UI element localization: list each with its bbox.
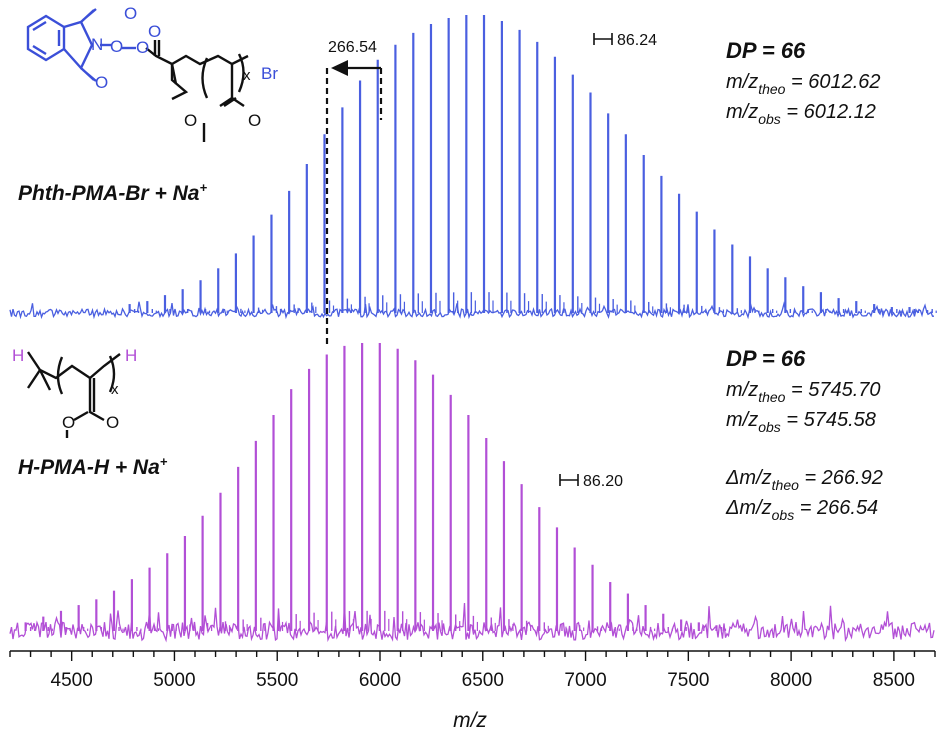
structure-oxygen-label: O — [148, 22, 161, 41]
shift-value-label: 266.54 — [328, 39, 377, 56]
structure-repeat-index: x — [111, 381, 119, 398]
x-tick-label: 8500 — [873, 670, 915, 691]
x-tick-label: 7000 — [564, 670, 606, 691]
bottom-spectrum-peaks — [24, 343, 727, 631]
structure-hydrogen-label: H — [12, 346, 24, 365]
x-tick-label: 6500 — [462, 670, 504, 691]
top-compound-label: Phth-PMA-Br + Na+ — [18, 180, 207, 205]
bottom-dp-label: DP = 66 — [726, 346, 806, 371]
structure-oxygen-label: O — [136, 38, 149, 57]
bottom-spectrum-baseline — [9, 602, 935, 643]
structure-repeat-index: x — [243, 67, 251, 84]
x-tick-label: 8000 — [770, 670, 812, 691]
structure-oxygen-label: O — [184, 111, 197, 130]
baseline-noise — [9, 602, 935, 643]
shift-arrow-head — [331, 60, 348, 76]
x-tick-label: 5500 — [256, 670, 298, 691]
structure-oxygen-label: O — [124, 4, 137, 23]
structure-hydrogen-label: H — [125, 346, 137, 365]
structure-oxygen-label: O — [106, 413, 119, 432]
x-tick-label: 5000 — [153, 670, 195, 691]
structure-oxygen-label: O — [62, 413, 75, 432]
x-axis-ticks — [9, 651, 936, 661]
structure-oxygen-label: O — [95, 73, 108, 92]
x-axis-tick-labels: 4500 5000 5500 6000 6500 7000 7500 8000 8500 — [51, 670, 916, 691]
top-mz-obs-label: m/zobs = 6012.12 — [726, 101, 876, 127]
baseline-noise — [9, 301, 934, 320]
delta-mz-theo-label: Δm/ztheo = 266.92 — [725, 467, 883, 493]
x-tick-label: 4500 — [51, 670, 93, 691]
h-pma-h-structure — [27, 351, 121, 438]
bottom-spacing-label: 86.20 — [583, 473, 623, 490]
bottom-spacing-scale-bar — [559, 474, 579, 486]
top-spacing-scale-bar — [593, 33, 613, 45]
x-axis-title: m/z — [453, 709, 487, 732]
structure-oxygen-label: O — [110, 37, 123, 56]
bottom-compound-label: H-PMA-H + Na+ — [18, 454, 168, 479]
x-tick-label: 6000 — [359, 670, 401, 691]
top-dp-label: DP = 66 — [726, 38, 806, 63]
top-spectrum-baseline — [9, 301, 934, 320]
x-tick-label: 7500 — [667, 670, 709, 691]
top-mz-theo-label: m/ztheo = 6012.62 — [726, 71, 881, 97]
bottom-mz-theo-label: m/ztheo = 5745.70 — [726, 379, 881, 405]
top-spectrum-peaks — [128, 15, 937, 313]
phth-pma-br-structure — [26, 8, 249, 142]
delta-mz-obs-label: Δm/zobs = 266.54 — [725, 497, 878, 523]
structure-bromine-label: Br — [261, 64, 278, 83]
top-spacing-label: 86.24 — [617, 32, 657, 49]
structure-oxygen-label: O — [248, 111, 261, 130]
bottom-mz-obs-label: m/zobs = 5745.58 — [726, 409, 876, 435]
structure-nitrogen-label: N — [91, 35, 103, 54]
